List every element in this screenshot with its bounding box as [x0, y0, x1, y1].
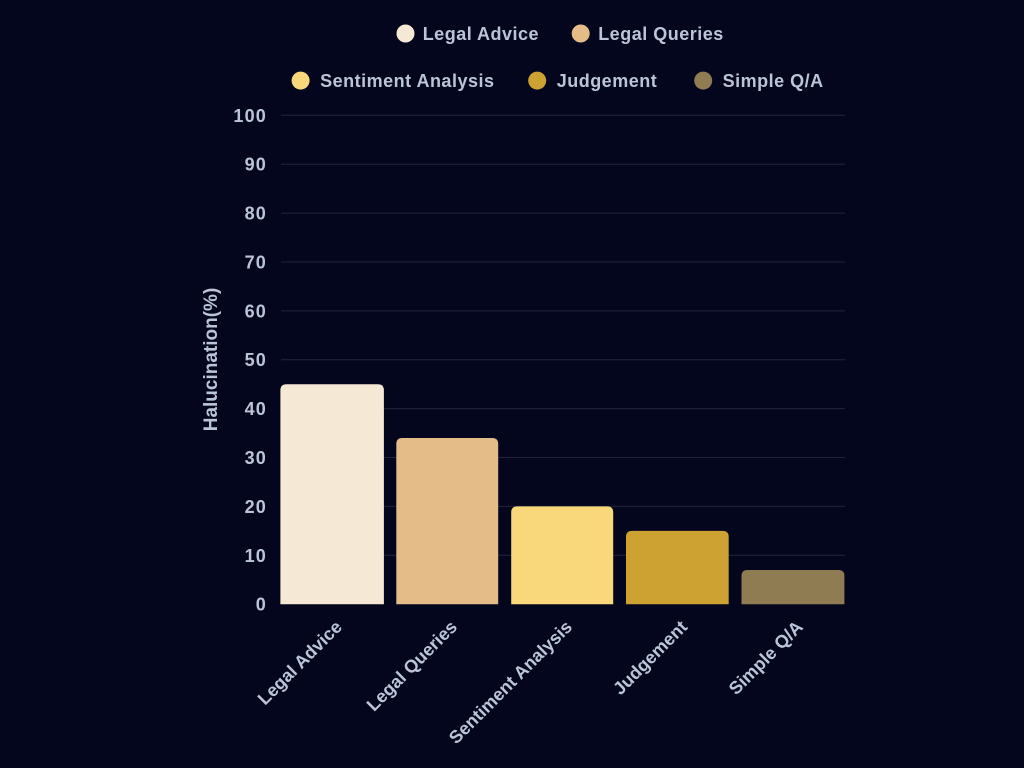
svg-text:100: 100	[233, 106, 267, 126]
svg-text:20: 20	[245, 497, 267, 517]
svg-text:80: 80	[245, 204, 267, 224]
svg-text:Judgement: Judgement	[557, 71, 658, 91]
svg-text:Legal Queries: Legal Queries	[598, 24, 724, 44]
svg-text:0: 0	[256, 595, 267, 615]
svg-text:60: 60	[245, 301, 267, 321]
svg-text:Legal Advice: Legal Advice	[423, 24, 539, 44]
svg-text:70: 70	[245, 253, 267, 273]
svg-text:Sentiment Analysis: Sentiment Analysis	[320, 71, 494, 91]
svg-text:10: 10	[245, 546, 267, 566]
svg-text:Simple Q/A: Simple Q/A	[723, 71, 824, 91]
svg-text:Halucination(%): Halucination(%)	[201, 288, 222, 432]
svg-text:50: 50	[245, 350, 267, 370]
svg-text:30: 30	[245, 448, 267, 468]
svg-text:40: 40	[245, 399, 267, 419]
svg-text:90: 90	[245, 155, 267, 175]
